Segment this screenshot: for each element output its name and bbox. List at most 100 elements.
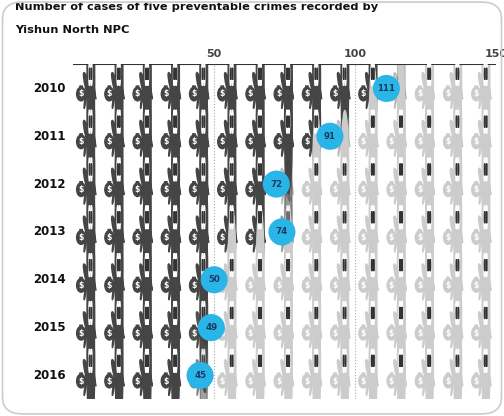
Circle shape	[343, 301, 344, 325]
Circle shape	[173, 349, 175, 373]
Text: $: $	[417, 376, 422, 386]
Ellipse shape	[302, 135, 311, 149]
FancyBboxPatch shape	[418, 325, 421, 329]
Ellipse shape	[374, 264, 378, 290]
Ellipse shape	[484, 329, 487, 345]
Text: $: $	[248, 89, 253, 99]
Circle shape	[484, 307, 485, 319]
Ellipse shape	[479, 88, 482, 109]
Circle shape	[115, 302, 123, 416]
Ellipse shape	[430, 264, 434, 290]
Ellipse shape	[315, 233, 318, 249]
Circle shape	[373, 355, 374, 366]
Circle shape	[314, 349, 316, 373]
Text: $: $	[220, 376, 225, 386]
Ellipse shape	[205, 264, 209, 290]
Ellipse shape	[459, 121, 463, 147]
Ellipse shape	[371, 186, 374, 201]
Ellipse shape	[302, 87, 311, 101]
Ellipse shape	[423, 232, 426, 252]
Text: $: $	[135, 376, 140, 386]
Ellipse shape	[428, 186, 431, 201]
Circle shape	[373, 110, 374, 134]
Circle shape	[486, 259, 487, 271]
Ellipse shape	[218, 183, 227, 196]
Circle shape	[345, 253, 346, 277]
Circle shape	[144, 254, 151, 385]
Ellipse shape	[287, 186, 290, 201]
Ellipse shape	[233, 121, 237, 147]
Ellipse shape	[261, 312, 265, 338]
Circle shape	[458, 253, 459, 277]
Circle shape	[257, 111, 264, 241]
Circle shape	[91, 355, 92, 366]
Ellipse shape	[343, 138, 346, 154]
Circle shape	[285, 206, 292, 337]
FancyBboxPatch shape	[362, 325, 364, 329]
Ellipse shape	[259, 377, 262, 393]
Ellipse shape	[423, 184, 426, 204]
Circle shape	[232, 110, 233, 134]
FancyBboxPatch shape	[164, 277, 167, 281]
Ellipse shape	[315, 329, 318, 345]
Circle shape	[115, 254, 123, 385]
Circle shape	[373, 349, 374, 373]
Circle shape	[91, 307, 92, 319]
Ellipse shape	[176, 360, 180, 386]
Ellipse shape	[84, 280, 87, 300]
Ellipse shape	[105, 183, 114, 196]
Ellipse shape	[169, 232, 172, 252]
Circle shape	[429, 110, 431, 134]
Text: $: $	[417, 89, 422, 99]
Circle shape	[341, 302, 349, 416]
Circle shape	[230, 68, 231, 79]
Ellipse shape	[230, 90, 233, 106]
Circle shape	[426, 206, 433, 337]
Ellipse shape	[169, 327, 172, 348]
Ellipse shape	[365, 216, 375, 249]
Ellipse shape	[218, 374, 227, 388]
Circle shape	[313, 158, 321, 289]
Circle shape	[484, 116, 485, 127]
Circle shape	[258, 206, 260, 229]
Circle shape	[454, 302, 462, 416]
Circle shape	[427, 301, 429, 325]
Ellipse shape	[117, 90, 120, 106]
Circle shape	[373, 301, 374, 325]
Circle shape	[200, 158, 208, 289]
Ellipse shape	[281, 121, 291, 153]
Circle shape	[119, 110, 120, 134]
Ellipse shape	[450, 264, 460, 297]
FancyBboxPatch shape	[305, 373, 308, 376]
Ellipse shape	[456, 186, 459, 201]
FancyBboxPatch shape	[390, 325, 393, 329]
Ellipse shape	[415, 135, 424, 149]
Circle shape	[175, 349, 177, 373]
Circle shape	[172, 254, 179, 385]
Ellipse shape	[387, 374, 396, 388]
FancyBboxPatch shape	[334, 134, 336, 137]
FancyBboxPatch shape	[418, 373, 421, 376]
Ellipse shape	[402, 216, 406, 243]
Ellipse shape	[331, 374, 340, 388]
Circle shape	[369, 302, 377, 416]
Ellipse shape	[366, 184, 369, 204]
Circle shape	[89, 163, 90, 175]
Ellipse shape	[274, 279, 283, 292]
Ellipse shape	[450, 216, 460, 249]
Circle shape	[458, 307, 459, 319]
Ellipse shape	[346, 168, 350, 195]
Circle shape	[147, 301, 149, 325]
Ellipse shape	[202, 281, 205, 297]
Circle shape	[484, 158, 485, 181]
Circle shape	[202, 307, 203, 319]
Ellipse shape	[133, 279, 142, 292]
Circle shape	[175, 62, 177, 86]
FancyBboxPatch shape	[475, 182, 477, 185]
Text: $: $	[446, 281, 451, 290]
Ellipse shape	[430, 168, 434, 195]
Text: $: $	[304, 376, 309, 386]
Ellipse shape	[402, 264, 406, 290]
Circle shape	[371, 301, 372, 325]
Circle shape	[202, 158, 203, 181]
